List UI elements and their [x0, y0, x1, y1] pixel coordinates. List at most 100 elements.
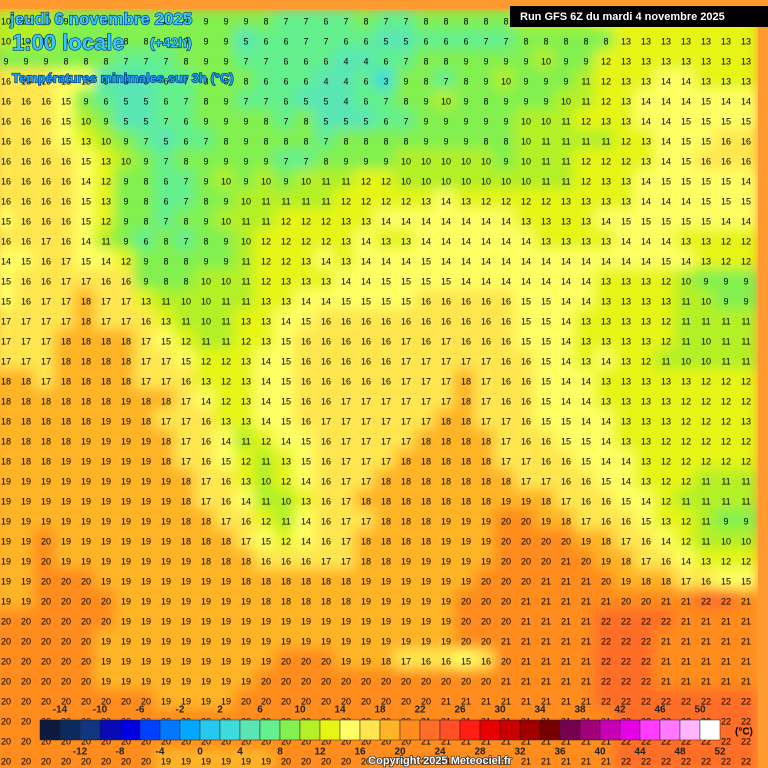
temperature-label: 8 — [183, 216, 188, 226]
temperature-label: 12 — [661, 496, 671, 506]
temperature-label: 19 — [161, 636, 171, 646]
temperature-label: 19 — [201, 756, 211, 766]
temperature-label: 12 — [741, 256, 751, 266]
legend-swatch — [499, 719, 521, 741]
temperature-label: 10 — [521, 176, 531, 186]
temperature-label: 21 — [521, 656, 531, 666]
temperature-label: 9 — [223, 156, 228, 166]
temperature-label: 20 — [241, 696, 251, 706]
temperature-label: 14 — [201, 396, 211, 406]
legend-label: 10 — [294, 705, 306, 716]
temperature-label: 15 — [741, 116, 751, 126]
temperature-cell — [0, 309, 18, 333]
temperature-label: 8 — [443, 16, 448, 26]
temperature-label: 19 — [21, 476, 31, 486]
temperature-label: 16 — [61, 236, 71, 246]
temperature-label: 8 — [183, 276, 188, 286]
temperature-label: 18 — [381, 536, 391, 546]
temperature-label: 20 — [461, 636, 471, 646]
temperature-label: 20 — [481, 636, 491, 646]
temperature-label: 11 — [721, 336, 730, 346]
temperature-label: 10 — [301, 176, 311, 186]
legend-swatch — [679, 719, 701, 741]
temperature-label: 9 — [103, 116, 108, 126]
temperature-label: 13 — [321, 276, 331, 286]
temperature-label: 17 — [341, 496, 351, 506]
temperature-label: 14 — [81, 236, 91, 246]
temperature-label: 17 — [401, 336, 411, 346]
temperature-label: 21 — [521, 696, 531, 706]
temperature-label: 15 — [81, 216, 91, 226]
temperature-label: 14 — [681, 556, 691, 566]
temperature-label: 12 — [381, 176, 391, 186]
temperature-label: 6 — [463, 36, 468, 46]
temperature-label: 18 — [261, 596, 271, 606]
lead-time: (+42h) — [150, 35, 192, 51]
temperature-label: 13 — [661, 516, 671, 526]
temperature-label: 13 — [581, 196, 591, 206]
temperature-label: 16 — [421, 316, 431, 326]
temperature-label: 20 — [21, 636, 31, 646]
temperature-label: 17 — [181, 416, 191, 426]
temperature-label: 19 — [381, 636, 391, 646]
temperature-label: 20 — [281, 676, 291, 686]
temperature-label: 17 — [321, 416, 331, 426]
temperature-label: 20 — [461, 676, 471, 686]
temperature-label: 20 — [1, 676, 11, 686]
temperature-label: 13 — [661, 396, 671, 406]
temperature-label: 17 — [321, 556, 331, 566]
temperature-label: 16 — [541, 456, 551, 466]
temperature-label: 17 — [161, 376, 171, 386]
temperature-label: 15 — [461, 656, 471, 666]
temperature-label: 19 — [281, 636, 291, 646]
temperature-label: 21 — [721, 636, 731, 646]
temperature-label: 12 — [501, 196, 511, 206]
temperature-label: 17 — [481, 396, 491, 406]
temperature-label: 18 — [321, 596, 331, 606]
temperature-label: 13 — [621, 336, 631, 346]
temperature-label: 14 — [441, 236, 451, 246]
temperature-label: 10 — [441, 96, 451, 106]
temperature-label: 21 — [561, 616, 571, 626]
temperature-label: 20 — [41, 576, 51, 586]
temperature-label: 18 — [481, 496, 491, 506]
temperature-label: 19 — [41, 476, 51, 486]
temperature-label: 21 — [741, 636, 751, 646]
temperature-label: 17 — [241, 536, 251, 546]
temperature-label: 15 — [541, 356, 551, 366]
temperature-label: 10 — [401, 176, 411, 186]
temperature-label: 8 — [483, 96, 488, 106]
temperature-label: 9 — [143, 276, 148, 286]
temperature-label: 8 — [583, 36, 588, 46]
temperature-label: 5 — [303, 96, 308, 106]
temperature-label: 6 — [263, 76, 268, 86]
temperature-label: 17 — [61, 256, 71, 266]
temperature-label: 15 — [681, 156, 691, 166]
temperature-label: 15 — [561, 436, 571, 446]
temperature-label: 9 — [243, 176, 248, 186]
temperature-label: 15 — [301, 436, 311, 446]
temperature-label: 18 — [201, 556, 211, 566]
temperature-label: 12 — [301, 216, 311, 226]
temperature-label: 8 — [443, 56, 448, 66]
temperature-label: 9 — [423, 96, 428, 106]
temperature-label: 19 — [241, 636, 251, 646]
temperature-label: 14 — [661, 136, 671, 146]
temperature-label: 19 — [521, 496, 531, 506]
temperature-label: 19 — [161, 556, 171, 566]
temperature-label: 15 — [301, 316, 311, 326]
temperature-label: 7 — [163, 216, 168, 226]
temperature-label: 11 — [601, 136, 610, 146]
temperature-label: 20 — [521, 516, 531, 526]
temperature-label: 14 — [361, 276, 371, 286]
temperature-label: 14 — [641, 196, 651, 206]
temperature-label: 19 — [101, 456, 111, 466]
temperature-label: 15 — [701, 196, 711, 206]
temperature-label: 18 — [121, 336, 131, 346]
temperature-label: 19 — [141, 436, 151, 446]
temperature-label: 21 — [701, 616, 711, 626]
temperature-label: 18 — [441, 416, 451, 426]
temperature-label: 9 — [543, 76, 548, 86]
temperature-label: 14 — [461, 256, 471, 266]
temperature-label: 17 — [161, 416, 171, 426]
